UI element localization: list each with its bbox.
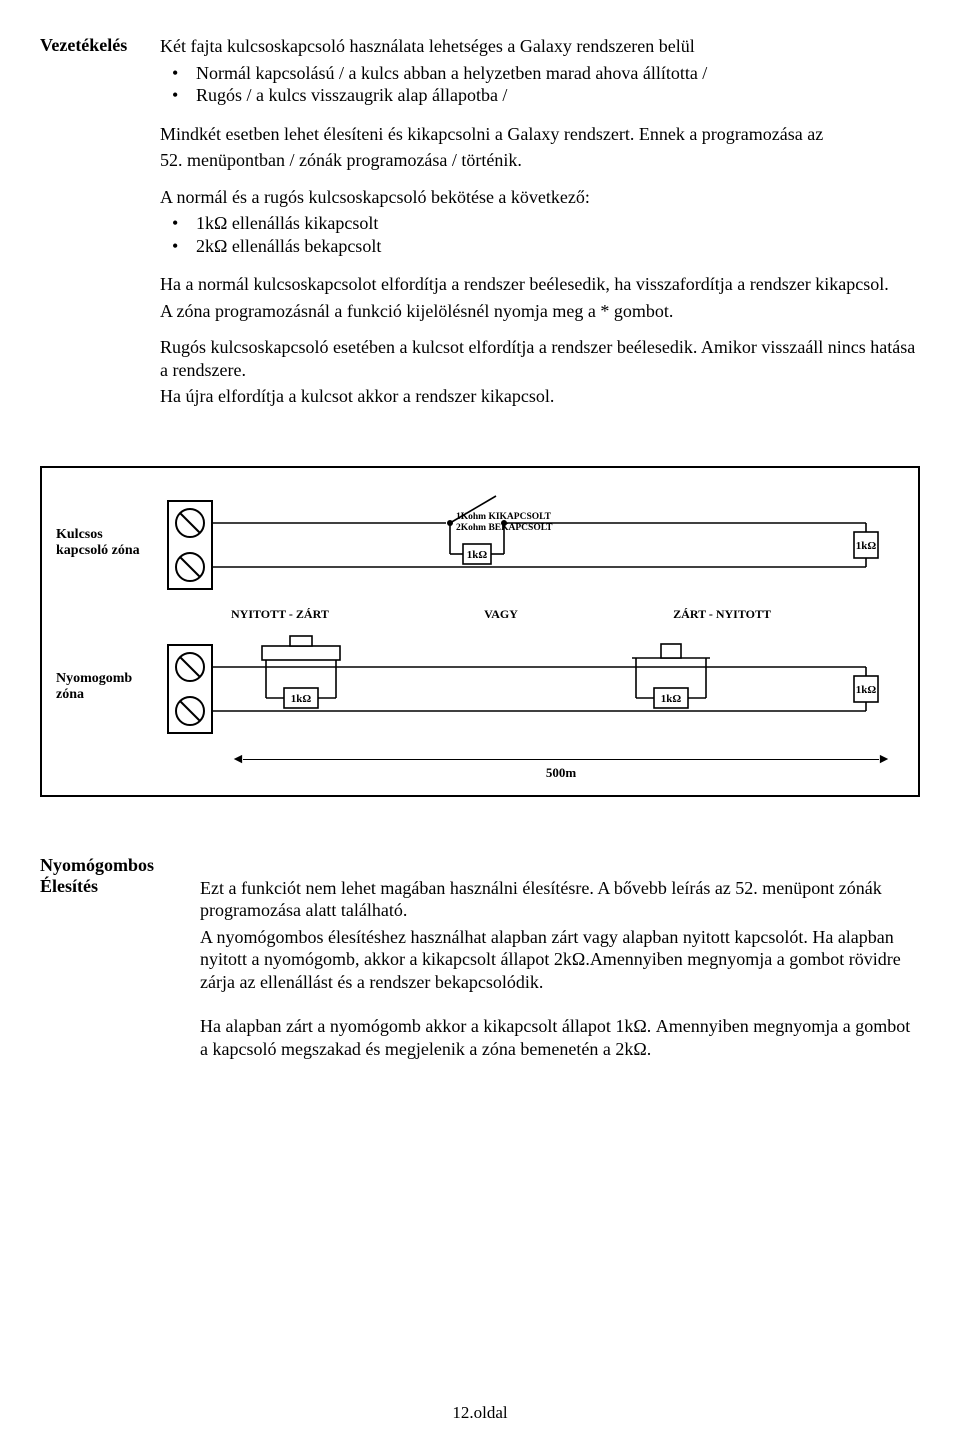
wiring-diagram: Kulcsos kapcsoló zóna 1kΩ: [40, 466, 920, 797]
c1-r-box: 1kΩ: [467, 549, 488, 561]
c2-r-right: 1kΩ: [661, 693, 682, 705]
c1-r-end: 1kΩ: [856, 540, 877, 552]
page-footer: 12.oldal: [0, 1403, 960, 1423]
c1-label-l1: Kulcsos: [56, 527, 103, 542]
section1-heading: Vezetékelés: [40, 35, 160, 56]
c1-note2: 2Kohm BEKAPCSOLT: [456, 523, 553, 533]
s1-bullet2: 1kΩ ellenállás kikapcsolt: [196, 212, 920, 235]
c1-label-l2: kapcsoló zóna: [56, 543, 140, 558]
s2-p2: A nyomógombos élesítéshez használhat ala…: [200, 926, 920, 994]
s1-p4: A normál és a rugós kulcsoskapcsoló bekö…: [160, 186, 920, 209]
arrow-right-icon: ►: [877, 753, 891, 767]
c2-label-l2: zóna: [56, 687, 84, 702]
s2-p1: Ezt a funkciót nem lehet magában használ…: [200, 877, 920, 922]
s1-intro: Két fajta kulcsoskapcsoló használata leh…: [160, 35, 920, 58]
s1-p6: A zóna programozásnál a funkció kijelölé…: [160, 300, 920, 323]
c2-label-l1: Nyomogomb: [56, 671, 132, 686]
arrow-label: 500m: [231, 765, 891, 781]
s2-p3: Ha alapban zárt a nyomógomb akkor a kika…: [200, 1015, 920, 1060]
s1-bullet: Rugós / a kulcs visszaugrik alap állapot…: [196, 84, 920, 107]
s1-bullet: Normál kapcsolású / a kulcs abban a hely…: [196, 62, 920, 85]
c2-r-left: 1kΩ: [291, 693, 312, 705]
circuit1-svg: 1kΩ 1kΩ 1Kohm KIKAPCSOLT 2Kohm BEKAPCSOL…: [166, 486, 896, 601]
c2-r-end: 1kΩ: [856, 684, 877, 696]
s1-p2: Mindkét esetben lehet élesíteni és kikap…: [160, 123, 920, 146]
s1-bullet2: 2kΩ ellenállás bekapcsolt: [196, 235, 920, 258]
c1-note1: 1Kohm KIKAPCSOLT: [456, 512, 552, 522]
mid-right: ZÁRT - NYITOTT: [673, 607, 771, 622]
section2-heading-l2: Élesítés: [40, 876, 98, 896]
section2-heading-l1: Nyomógombos: [40, 855, 154, 875]
circuit2-svg: 1kΩ 1kΩ: [166, 630, 896, 745]
s1-p5: Ha a normál kulcsoskapcsolot elfordítja …: [160, 273, 920, 296]
s1-p8: Ha újra elfordítja a kulcsot akkor a ren…: [160, 385, 920, 408]
mid-center: VAGY: [484, 607, 518, 622]
s1-p7: Rugós kulcsoskapcsoló esetében a kulcsot…: [160, 336, 920, 381]
s1-p3: 52. menüpontban / zónák programozása / t…: [160, 149, 920, 172]
mid-left: NYITOTT - ZÁRT: [231, 607, 329, 622]
